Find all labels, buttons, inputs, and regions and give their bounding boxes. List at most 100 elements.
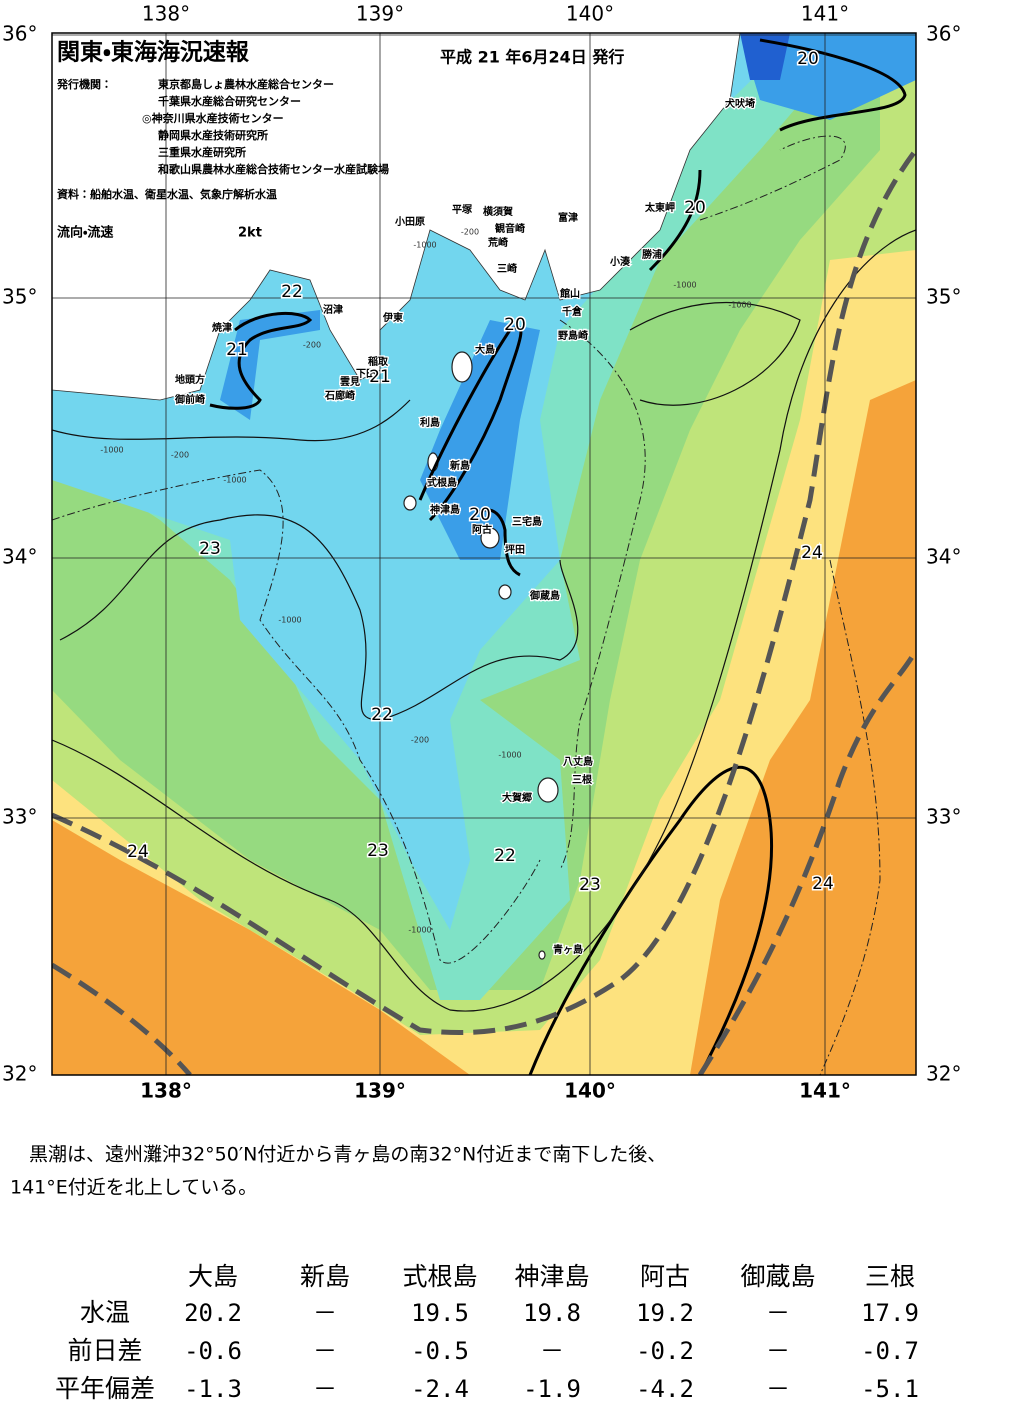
table-cell: － (313, 1299, 337, 1327)
place-name: 八丈島 (563, 755, 593, 768)
place-name: 神津島 (429, 503, 460, 516)
place-name: 館山 (559, 287, 580, 300)
sea-cold (740, 33, 790, 80)
table-cell: -0.7 (861, 1337, 919, 1365)
table-cell: 17.9 (861, 1299, 919, 1327)
graticule (52, 33, 916, 1075)
kuroshio-axis (52, 148, 916, 1035)
table-cell: -0.2 (636, 1337, 694, 1365)
table-cell: -1.9 (523, 1375, 581, 1403)
issuer: 東京都島しょ農林水産総合センター (158, 77, 334, 91)
issuer: 和歌山県農林水産総合技術センター水産試験場 (158, 162, 389, 176)
table-cell: -2.4 (411, 1375, 469, 1403)
place-name: 阿古 (472, 523, 492, 536)
table-cell: -1.3 (184, 1375, 242, 1403)
table-cell: -0.5 (411, 1337, 469, 1365)
table-cell: -5.1 (861, 1375, 919, 1403)
row-label: 平年偏差 (55, 1374, 155, 1403)
table-cell: － (766, 1375, 790, 1403)
table-cell: 19.5 (411, 1299, 469, 1327)
place-name: 式根島 (427, 476, 457, 489)
place-name: 御蔵島 (529, 589, 560, 602)
map-title: 関東・東海海況速報 (57, 39, 250, 66)
place-name: 雲見 (340, 376, 360, 388)
place-name: 千倉 (562, 305, 583, 318)
lon-label: 139° (354, 1079, 406, 1103)
contour-label: 23 (579, 875, 601, 895)
depth-label: -1000 (100, 446, 123, 455)
row-label: 水温 (80, 1298, 130, 1327)
issuer: ◎神奈川県水産技術センター (142, 111, 284, 125)
place-name: 大島 (475, 343, 495, 356)
place-name: 犬吠埼 (725, 97, 755, 110)
issuer: 静岡県水産技術研究所 (158, 128, 268, 142)
depth-label: -1000 (673, 281, 696, 290)
place-name: 小田原 (394, 215, 425, 228)
contour-label: 24 (812, 874, 834, 894)
table-cell: － (313, 1375, 337, 1403)
table-cell: 19.2 (636, 1299, 694, 1327)
place-name: 三宅島 (512, 515, 542, 528)
place-name: 地頭方 (175, 373, 205, 386)
table-header: 御蔵島 (740, 1262, 815, 1291)
depth-label: -1000 (413, 241, 436, 250)
map-body (52, 33, 916, 1075)
table-cell: 19.8 (523, 1299, 581, 1327)
table-cell: -0.6 (184, 1337, 242, 1365)
flow-label: 流向・流速 (57, 225, 113, 241)
place-name: 三根 (572, 773, 593, 786)
place-name: 平塚 (452, 203, 473, 216)
table-cell: -4.2 (636, 1375, 694, 1403)
lat-label: 35° (2, 285, 37, 309)
contour-label: 23 (199, 539, 221, 559)
place-name: 焼津 (212, 321, 232, 334)
lat-label: 33° (926, 805, 961, 829)
lon-label: 138° (142, 2, 190, 26)
place-name: 横須賀 (483, 205, 513, 218)
lat-label: 34° (926, 545, 961, 569)
table-cell: 20.2 (184, 1299, 242, 1327)
lat-label: 35° (926, 285, 961, 309)
contour-label: 22 (281, 282, 303, 302)
depth-label: -1000 (498, 751, 521, 760)
lon-label: 140° (564, 1079, 616, 1103)
lat-label: 32° (926, 1062, 961, 1086)
depth-label: -1000 (278, 616, 301, 625)
flow-scale: 2kt (238, 226, 262, 241)
contour-label: 24 (801, 543, 823, 563)
place-name: 御前崎 (174, 393, 205, 406)
table-header: 新島 (300, 1262, 350, 1291)
place-name: 三崎 (497, 262, 517, 275)
table-cell: － (766, 1299, 790, 1327)
issue-date: 平成 21 年6月24日 発行 (440, 48, 624, 67)
place-name: 利島 (420, 416, 440, 429)
place-name: 小湊 (609, 255, 631, 268)
table-header: 三根 (865, 1262, 915, 1291)
place-name: 青ヶ島 (553, 943, 583, 956)
lon-label: 141° (801, 2, 849, 26)
contour-label: 21 (369, 367, 391, 387)
issuer-label: 発行機関： (56, 77, 112, 91)
contour-label: 20 (797, 49, 819, 69)
place-name: 富津 (558, 211, 578, 224)
lon-label: 140° (566, 2, 614, 26)
map-frame (51, 32, 917, 1076)
lon-label: 139° (356, 2, 404, 26)
depth-label: -1000 (728, 301, 751, 310)
place-name: 下田 (356, 368, 376, 380)
depth-label: -200 (303, 341, 321, 350)
islands (403, 351, 559, 960)
table-header: 式根島 (402, 1262, 477, 1291)
depth-label: -1000 (408, 926, 431, 935)
issuer: 千葉県水産総合研究センター (158, 94, 301, 108)
depth-label: -1000 (223, 476, 246, 485)
kuroshio-axis (697, 648, 916, 1075)
place-name: 野島崎 (558, 329, 588, 342)
depth-label: -200 (461, 228, 479, 237)
table-header: 大島 (188, 1262, 238, 1291)
land (52, 33, 741, 401)
contour-label: 24 (127, 842, 149, 862)
table-cell: － (313, 1337, 337, 1365)
lat-label: 36° (2, 22, 37, 46)
contour-label: 21 (226, 340, 248, 360)
